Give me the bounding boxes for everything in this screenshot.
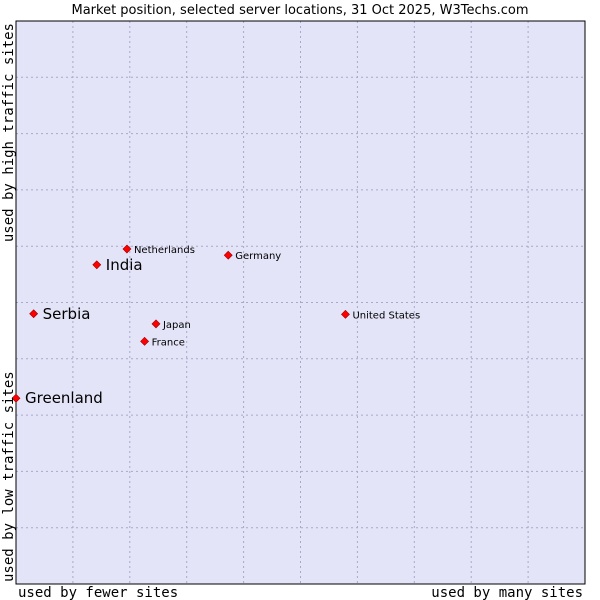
marker-germany	[223, 250, 233, 260]
marker-japan	[151, 319, 161, 329]
x-axis-label-left: used by fewer sites	[18, 585, 178, 600]
marker-serbia	[29, 309, 39, 319]
point-france: France	[140, 336, 185, 348]
marker-france	[140, 336, 150, 346]
point-greenland: Greenland	[11, 389, 103, 407]
point-serbia: Serbia	[29, 305, 91, 323]
y-axis-label-top: used by high traffic sites	[1, 23, 17, 242]
label-germany: Germany	[235, 251, 281, 262]
label-france: France	[152, 337, 185, 348]
y-axis-label-bottom: used by low traffic sites	[1, 371, 17, 582]
marker-united-states	[341, 309, 350, 319]
point-germany: Germany	[223, 250, 281, 262]
grid-lines	[16, 21, 585, 584]
point-india: India	[92, 256, 143, 274]
label-greenland: Greenland	[25, 389, 103, 407]
chart-title: Market position, selected server locatio…	[71, 3, 528, 18]
label-netherlands: Netherlands	[134, 245, 195, 256]
label-united-states: United States	[352, 310, 420, 321]
marker-greenland	[11, 393, 21, 403]
label-india: India	[106, 256, 143, 274]
label-serbia: Serbia	[43, 305, 91, 323]
point-netherlands: Netherlands	[122, 244, 195, 256]
marker-netherlands	[122, 244, 132, 254]
plot-border	[15, 20, 586, 585]
x-axis-label-right: used by many sites	[431, 585, 583, 600]
point-japan: Japan	[151, 319, 191, 331]
point-united-states: United States	[341, 309, 420, 321]
marker-india	[92, 260, 102, 270]
label-japan: Japan	[162, 320, 191, 331]
